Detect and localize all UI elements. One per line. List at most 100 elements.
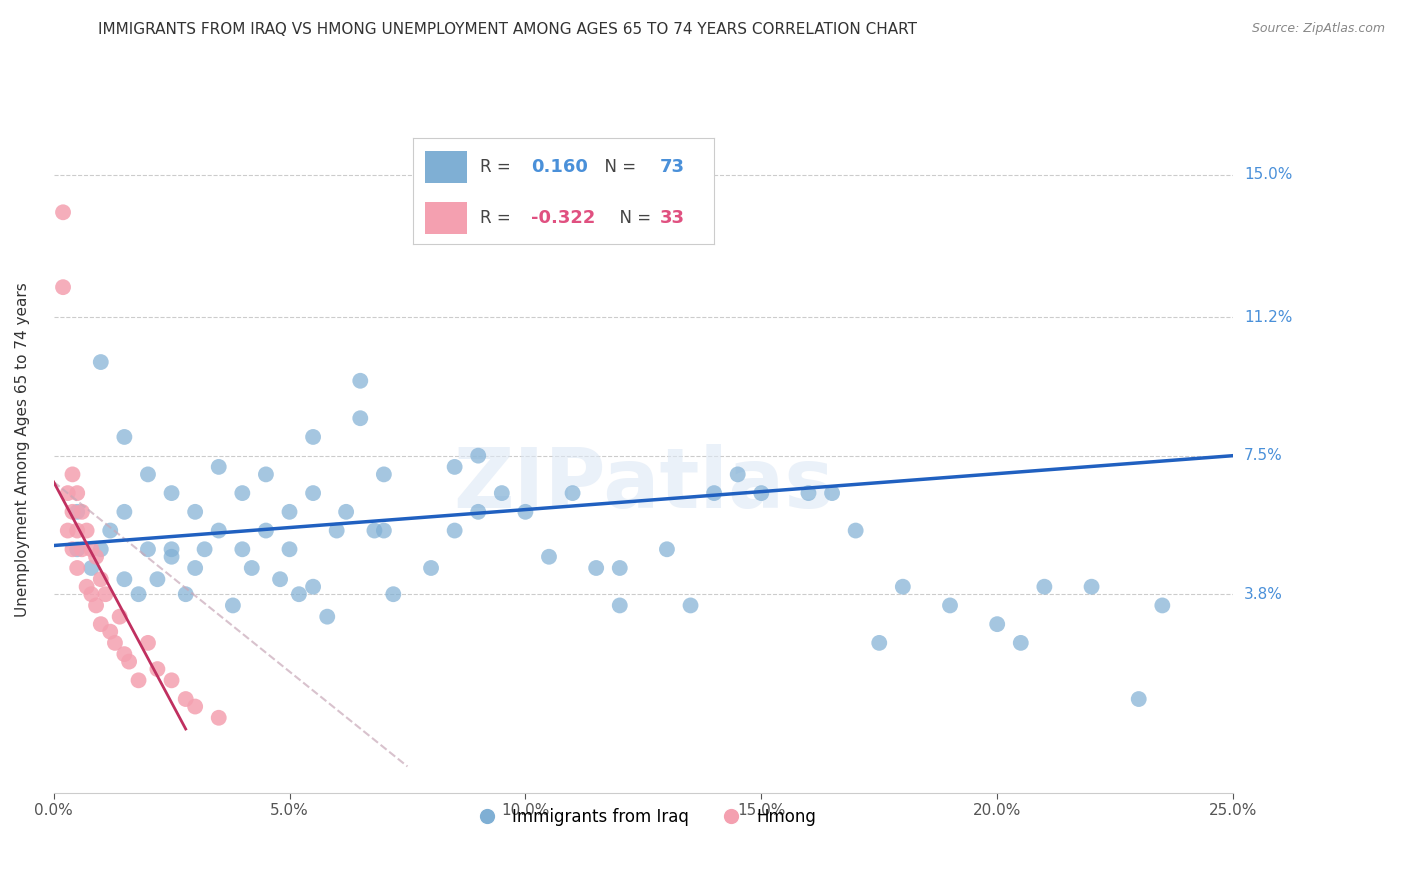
Point [76,524,98,538]
Point [585,561,607,575]
Point [269,572,291,586]
Point [52,205,75,219]
Point [302,486,325,500]
Point [112,430,135,444]
Point [491,486,513,500]
Point [891,580,914,594]
Point [703,486,725,500]
Point [62,505,84,519]
Point [90,355,112,369]
Point [467,449,489,463]
Legend: Immigrants from Iraq, Hmong: Immigrants from Iraq, Hmong [464,801,823,832]
Point [515,505,537,519]
Point [80,542,103,557]
Point [749,486,772,500]
Point [90,617,112,632]
Point [302,580,325,594]
Point [278,542,301,557]
Point [66,486,89,500]
Point [136,467,159,482]
Point [118,655,141,669]
Point [184,505,207,519]
Point [160,542,183,557]
Text: IMMIGRANTS FROM IRAQ VS HMONG UNEMPLOYMENT AMONG AGES 65 TO 74 YEARS CORRELATION: IMMIGRANTS FROM IRAQ VS HMONG UNEMPLOYME… [98,22,918,37]
Point [727,467,749,482]
Point [66,542,89,557]
Point [1152,599,1174,613]
Point [363,524,385,538]
Point [84,599,107,613]
Point [94,587,117,601]
Point [240,561,263,575]
Point [316,609,339,624]
Point [80,561,103,575]
Point [939,599,962,613]
Point [184,699,207,714]
Point [679,599,702,613]
Point [1010,636,1032,650]
Point [208,524,231,538]
Point [136,636,159,650]
Point [1033,580,1056,594]
Point [104,636,127,650]
Point [146,572,169,586]
Point [62,542,84,557]
Point [1128,692,1150,706]
Point [90,542,112,557]
Point [174,692,197,706]
Point [349,411,371,425]
Point [254,524,277,538]
Point [128,587,150,601]
Point [66,561,89,575]
Point [160,549,183,564]
Point [325,524,347,538]
Point [609,561,631,575]
Text: 11.2%: 11.2% [1244,310,1292,325]
Point [128,673,150,688]
Point [382,587,405,601]
Point [174,587,197,601]
Point [443,524,465,538]
Text: ZIPatlas: ZIPatlas [453,444,834,524]
Point [56,524,79,538]
Point [231,486,253,500]
Point [112,647,135,661]
Point [373,524,395,538]
Point [98,624,121,639]
Text: 7.5%: 7.5% [1244,448,1282,463]
Point [76,580,98,594]
Point [136,542,159,557]
Point [655,542,678,557]
Point [302,430,325,444]
Point [80,587,103,601]
Point [184,561,207,575]
Point [797,486,820,500]
Point [1080,580,1102,594]
Point [349,374,371,388]
Point [66,524,89,538]
Point [84,549,107,564]
Point [288,587,311,601]
Point [254,467,277,482]
Point [231,542,253,557]
Text: 15.0%: 15.0% [1244,168,1292,182]
Point [62,467,84,482]
Point [160,673,183,688]
Y-axis label: Unemployment Among Ages 65 to 74 years: Unemployment Among Ages 65 to 74 years [15,283,30,617]
Point [56,486,79,500]
Point [112,572,135,586]
Point [146,662,169,676]
Point [222,599,245,613]
Point [70,505,93,519]
Point [845,524,868,538]
Text: 3.8%: 3.8% [1244,587,1284,602]
Point [609,599,631,613]
Point [420,561,443,575]
Point [986,617,1008,632]
Point [90,572,112,586]
Point [194,542,217,557]
Point [467,505,489,519]
Text: Source: ZipAtlas.com: Source: ZipAtlas.com [1251,22,1385,36]
Point [821,486,844,500]
Point [537,549,560,564]
